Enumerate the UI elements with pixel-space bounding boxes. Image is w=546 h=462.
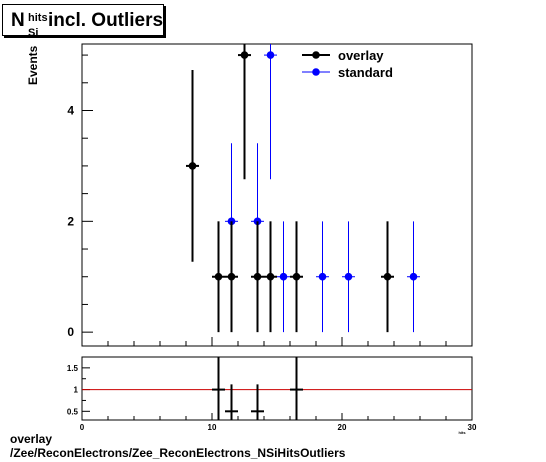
- ratio-y-tick-label: 1.5: [67, 364, 79, 373]
- overlay-point: [214, 272, 223, 281]
- ratio-y-tick-label: 0.5: [67, 407, 79, 416]
- standard-point: [409, 272, 418, 281]
- overlay-point: [227, 272, 236, 281]
- overlay-point: [266, 272, 275, 281]
- legend-overlay-label: overlay: [338, 48, 384, 63]
- standard-point: [344, 272, 353, 281]
- ratio-x-tick-label: 0: [80, 423, 85, 432]
- chart-title-box: N hits Si incl. Outliers: [2, 4, 164, 39]
- standard-point: [266, 51, 275, 59]
- overlay-point: [253, 272, 262, 281]
- overlay-point: [292, 272, 301, 281]
- y-axis-label: Events: [26, 45, 40, 85]
- ratio-plot-frame: [81, 356, 473, 421]
- title-superscript: hits: [28, 12, 48, 24]
- footer-line-2: /Zee/ReconElectrons/Zee_ReconElectrons_N…: [10, 446, 346, 460]
- standard-point: [318, 272, 327, 281]
- main-marks: [186, 44, 420, 333]
- title-subscript: Si: [28, 27, 39, 39]
- ratio-y-tick-label: 1: [74, 386, 79, 395]
- main-y-tick-label: 2: [67, 214, 74, 228]
- chart-title: N hits Si incl. Outliers: [11, 10, 163, 39]
- legend-standard-marker: [312, 68, 320, 76]
- main-y-tick-label: 0: [67, 325, 74, 339]
- overlay-point: [188, 162, 197, 170]
- ratio-x-tick-label: 10: [208, 423, 217, 432]
- overlay-point: [240, 51, 249, 59]
- main-axes: 0 2 4: [67, 54, 473, 346]
- legend-overlay-marker: [312, 51, 320, 59]
- ratio-marks: [212, 357, 303, 420]
- footer-line-1: overlay: [10, 432, 53, 446]
- legend: overlay standard: [302, 48, 393, 80]
- title-symbol: N: [11, 10, 25, 31]
- standard-point: [279, 272, 288, 281]
- main-y-tick-label: 4: [67, 103, 74, 117]
- ratio-x-tick-label: 20: [338, 423, 347, 432]
- overlay-point: [383, 272, 392, 281]
- title-rest: incl. Outliers: [48, 10, 164, 31]
- main-plot-frame: [81, 43, 473, 347]
- ratio-x-axis-label: hits: [458, 430, 466, 435]
- ratio-x-tick-label: 30: [468, 423, 477, 432]
- legend-standard-label: standard: [338, 65, 393, 80]
